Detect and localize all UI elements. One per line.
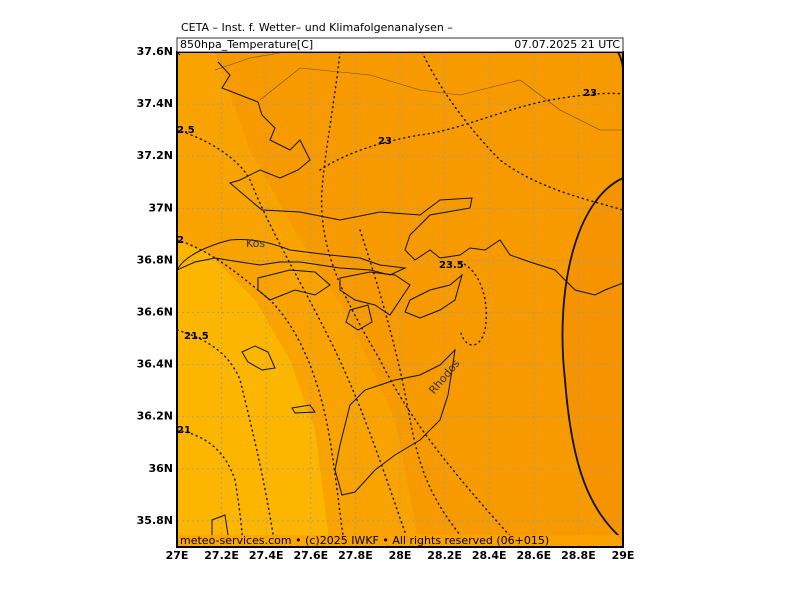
- y-tick-label: 36.6N: [137, 306, 173, 319]
- x-tick-label: 27.8E: [338, 549, 373, 562]
- place-label: Kos: [246, 237, 265, 250]
- contour-line: [177, 429, 244, 547]
- island: [291, 404, 316, 414]
- field-band: [562, 178, 623, 540]
- x-tick-label: 28.8E: [561, 549, 596, 562]
- y-tick-label: 37.6N: [137, 45, 173, 58]
- contour-label: 21: [177, 425, 191, 436]
- y-tick-label: 36.2N: [137, 410, 173, 423]
- temperature-field: [177, 52, 623, 547]
- y-tick-label: 37.2N: [137, 149, 173, 162]
- field-band: [177, 240, 330, 547]
- x-tick-label: 27.2E: [204, 549, 239, 562]
- contour-line: [319, 92, 623, 171]
- contour-line: [421, 52, 623, 211]
- contour-line: [320, 52, 521, 547]
- island-rhodes: [334, 348, 456, 496]
- header-title: CETA – Inst. f. Wetter– und Klimafolgena…: [181, 21, 453, 34]
- valid-time: 07.07.2025 21 UTC: [514, 38, 620, 51]
- contour-line: [359, 229, 471, 547]
- x-tick-label: 27.4E: [249, 549, 284, 562]
- y-tick-label: 35.8N: [137, 514, 173, 527]
- island: [339, 271, 411, 316]
- island: [345, 304, 373, 331]
- x-tick-label: 27.6E: [293, 549, 328, 562]
- y-tick-label: 36N: [148, 462, 173, 475]
- contour-line: [561, 177, 623, 541]
- y-tick-label: 37N: [148, 201, 173, 214]
- contour-label: 2.5: [177, 125, 195, 136]
- y-tick-label: 36.4N: [137, 358, 173, 371]
- contour-line: [177, 239, 346, 547]
- header-box: [176, 37, 624, 53]
- contour-line: [177, 129, 411, 547]
- contour-label: 23.5: [439, 260, 464, 271]
- island-kos: [177, 239, 407, 276]
- x-tick-label: 29E: [612, 549, 635, 562]
- x-tick-label: 28.4E: [472, 549, 507, 562]
- border: [214, 52, 623, 131]
- footer-credit: meteo-services.com • (c)2025 IWKF • All …: [180, 534, 549, 547]
- x-tick-label: 28.6E: [516, 549, 551, 562]
- island: [404, 273, 463, 319]
- contour-label: 23: [378, 136, 392, 147]
- island: [241, 345, 276, 371]
- contour-label: 2: [177, 235, 184, 246]
- x-tick-label: 28E: [389, 549, 412, 562]
- y-tick-label: 37.4N: [137, 97, 173, 110]
- x-tick-label: 28.2E: [427, 549, 462, 562]
- contour-label: 23: [583, 88, 597, 99]
- field-name: 850hpa_Temperature[C]: [180, 38, 313, 51]
- x-tick-label: 27E: [166, 549, 189, 562]
- y-tick-label: 36.8N: [137, 253, 173, 266]
- footer-box: [178, 535, 622, 546]
- contour-label: 21.5: [184, 331, 209, 342]
